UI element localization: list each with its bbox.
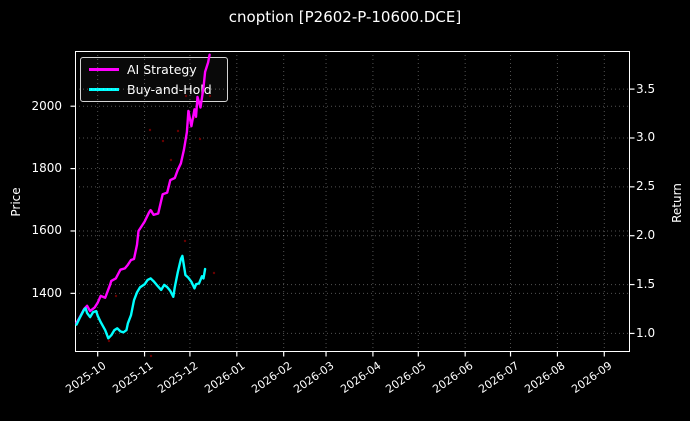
x-tick-label: 2026-08 bbox=[522, 359, 568, 397]
chart-title: cnoption [P2602-P-10600.DCE] bbox=[228, 8, 462, 26]
y-tick-label-return: 3.5 bbox=[636, 81, 656, 96]
x-tick-label: 2026-05 bbox=[383, 359, 429, 397]
x-tick-label: 2026-07 bbox=[475, 359, 522, 397]
y-axis-label-return: Return bbox=[670, 183, 684, 223]
x-tick-label: 2026-02 bbox=[249, 359, 295, 397]
x-tick-label: 2026-01 bbox=[202, 359, 248, 397]
y-tick-label-return: 3.0 bbox=[636, 130, 656, 145]
y-tick-label-price: 1600 bbox=[31, 223, 62, 238]
y-tick-label-price: 2000 bbox=[31, 98, 62, 113]
y-tick-label-return: 2.0 bbox=[636, 228, 656, 243]
ai-strategy-line-swatch bbox=[89, 68, 119, 71]
y-tick-label-return: 1.0 bbox=[636, 325, 656, 340]
x-tick-label: 2026-03 bbox=[291, 359, 337, 397]
y-axis-label-price: Price bbox=[9, 187, 23, 217]
x-tick-label: 2025-11 bbox=[109, 359, 156, 397]
y-tick-label-return: 1.5 bbox=[636, 277, 656, 292]
x-tick-label: 2025-12 bbox=[155, 359, 201, 397]
legend-label-ai-strategy: AI Strategy bbox=[127, 61, 197, 77]
legend-item-ai-strategy: AI Strategy bbox=[89, 61, 219, 78]
x-tick-label: 2026-09 bbox=[569, 359, 615, 397]
noise-speck bbox=[149, 354, 153, 358]
legend-item-buy-and-hold: Buy-and-Hold bbox=[89, 81, 219, 98]
legend: AI Strategy Buy-and-Hold bbox=[80, 57, 228, 102]
y-tick-label-price: 1800 bbox=[31, 161, 62, 176]
legend-label-buy-and-hold: Buy-and-Hold bbox=[127, 81, 212, 97]
x-tick-label: 2026-06 bbox=[430, 359, 476, 397]
y-tick-label-return: 2.5 bbox=[636, 179, 656, 194]
buy-and-hold-line-swatch bbox=[89, 88, 119, 91]
y-tick-label-price: 1400 bbox=[31, 285, 62, 300]
x-tick-label: 2025-10 bbox=[63, 359, 109, 397]
x-tick-label: 2026-04 bbox=[338, 359, 384, 397]
